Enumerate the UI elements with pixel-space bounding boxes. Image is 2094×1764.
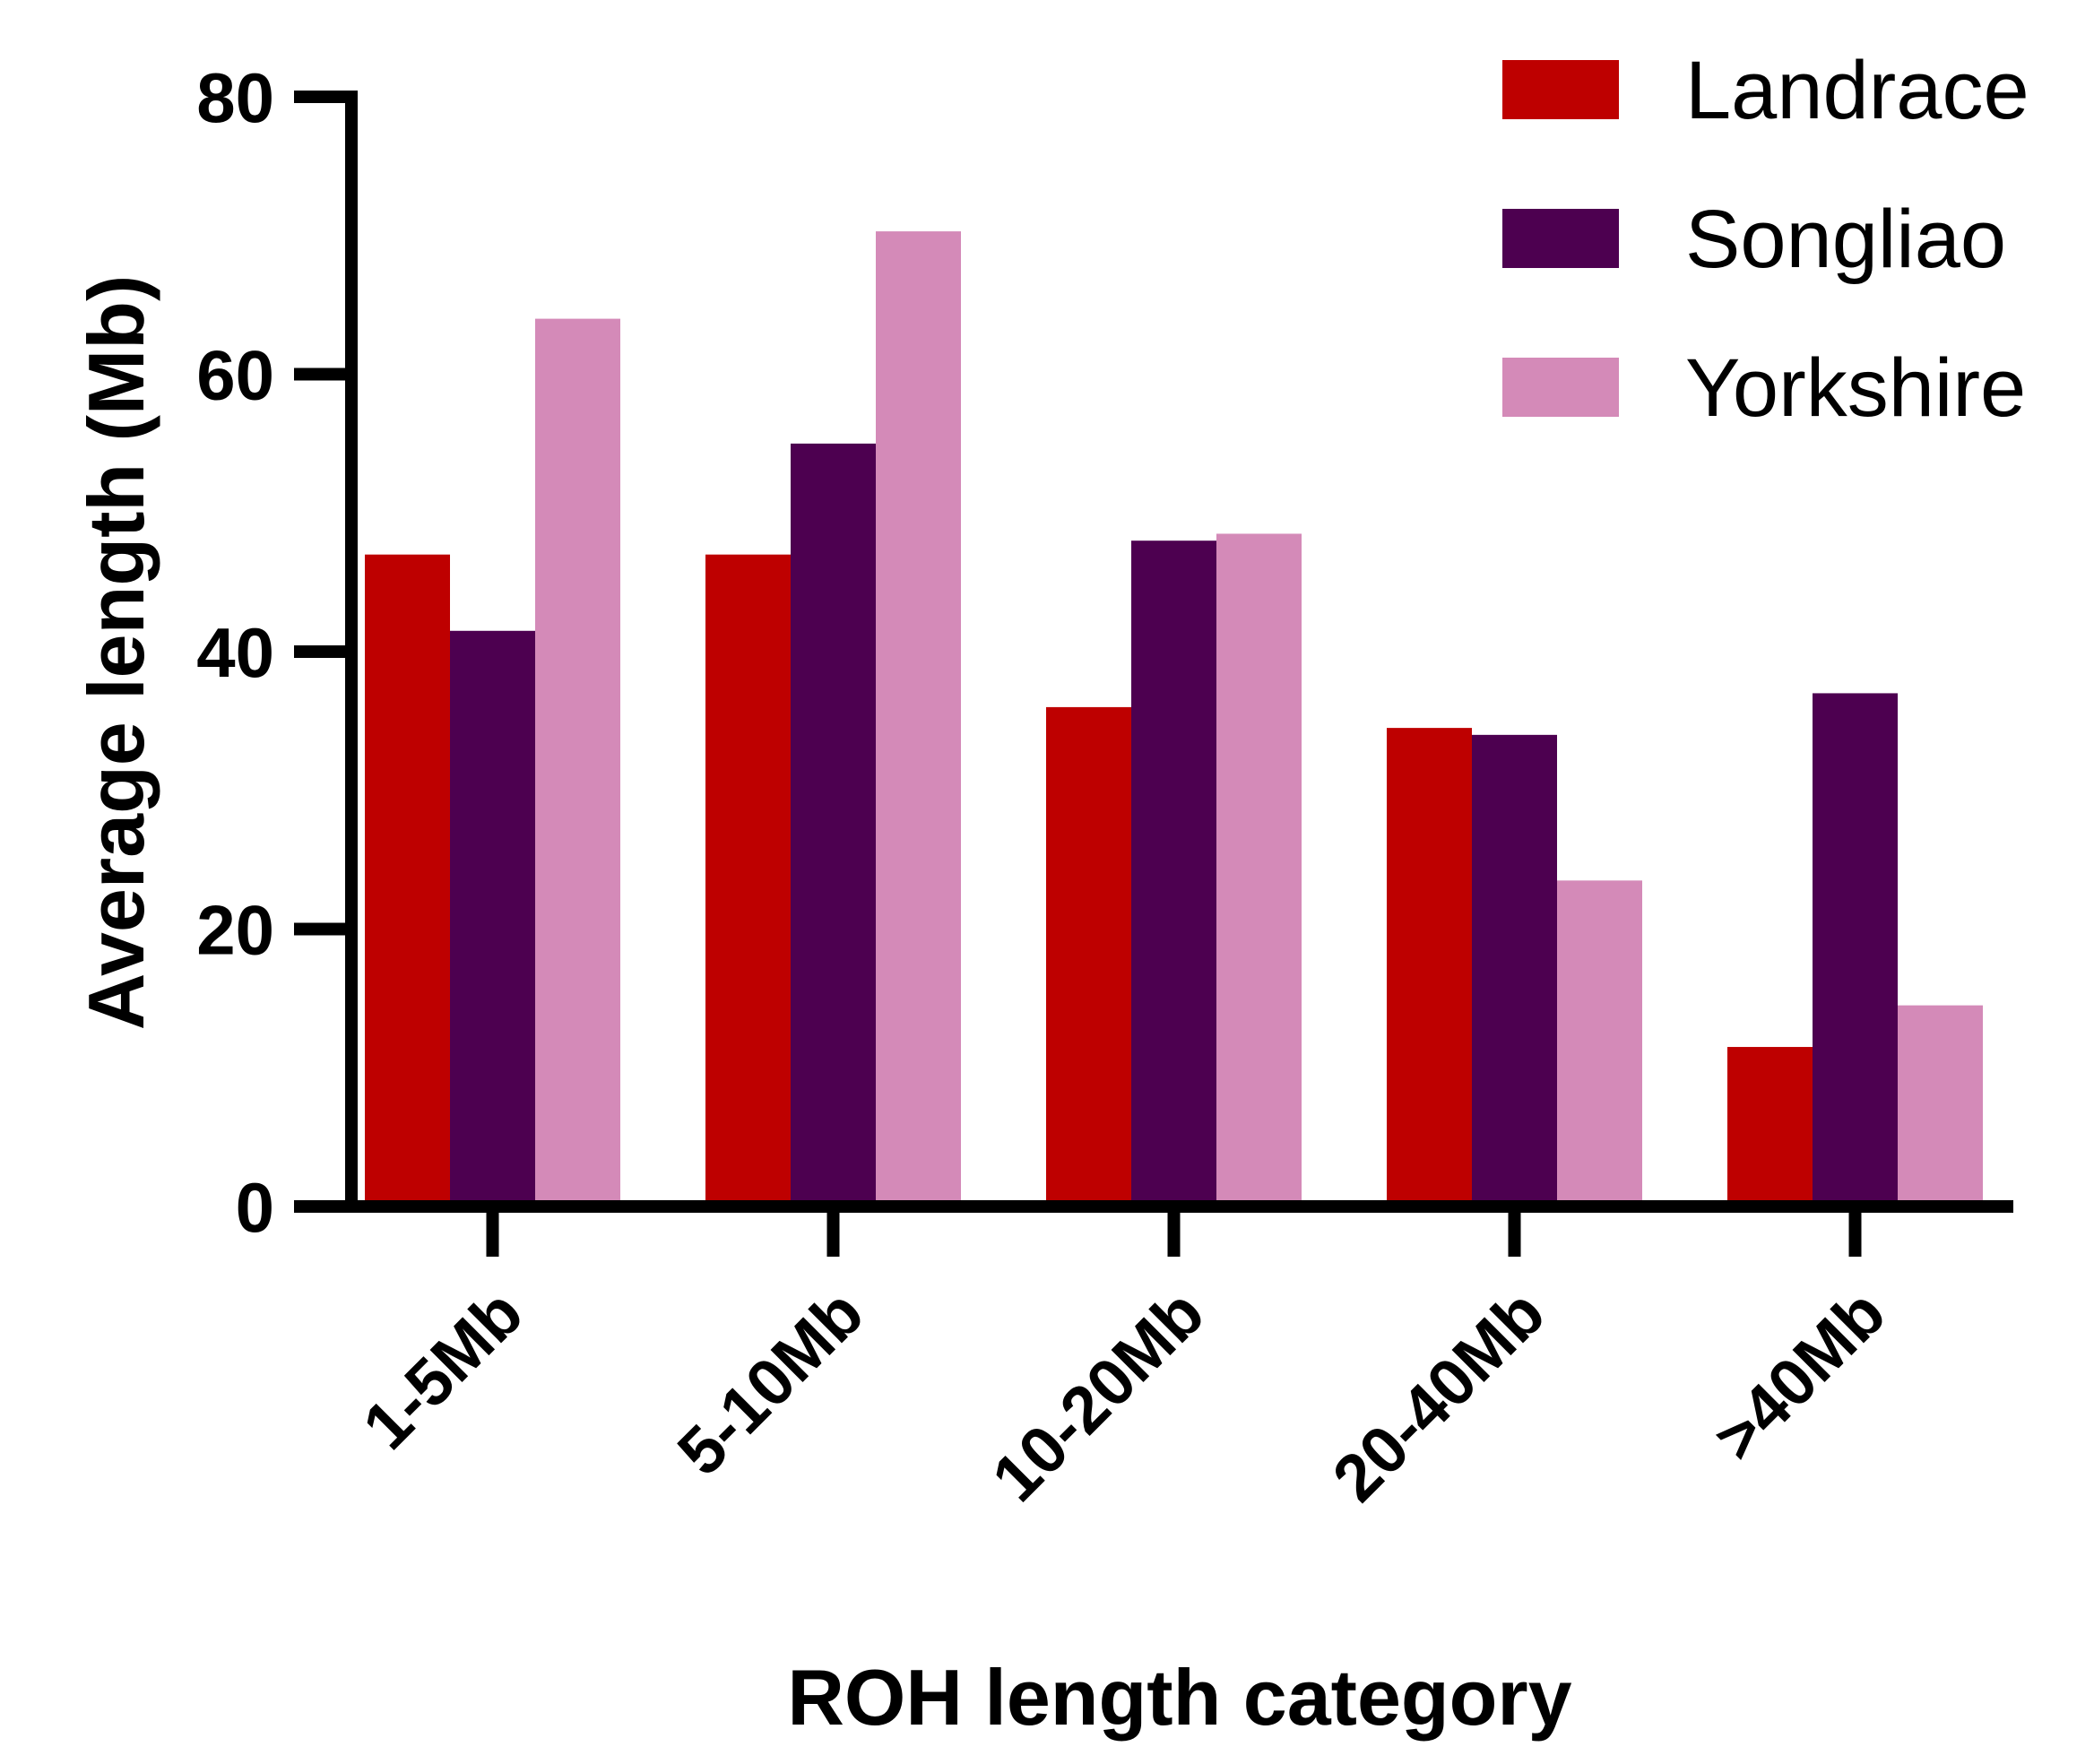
y-tick-label: 80 (196, 58, 274, 137)
legend-label-songliao: Songliao (1685, 194, 2006, 285)
bar-landrace-5 (1727, 1047, 1813, 1206)
x-tick-label: >40Mb (1700, 1275, 1899, 1475)
bars-group (365, 231, 1983, 1207)
bar-songliao-3 (1131, 540, 1216, 1206)
legend-label-yorkshire: Yorkshire (1685, 342, 2026, 434)
y-tick-label: 0 (236, 1168, 274, 1247)
y-tick-label: 40 (196, 613, 274, 692)
x-ticks-group: 1-5Mb 5-10Mb 10-20Mb 20-40Mb >40Mb (349, 1206, 1899, 1516)
x-tick-label: 5-10Mb (663, 1275, 878, 1490)
x-axis-title: ROH length category (787, 1653, 1571, 1742)
bar-songliao-4 (1472, 734, 1557, 1206)
x-tick-label: 1-5Mb (349, 1275, 537, 1464)
bar-songliao-5 (1813, 693, 1898, 1206)
y-axis-title: Average length (Mb) (72, 275, 160, 1031)
legend: Landrace Songliao Yorkshire (1502, 45, 2029, 434)
bar-yorkshire-4 (1557, 880, 1642, 1206)
bar-yorkshire-3 (1216, 533, 1302, 1206)
bar-landrace-4 (1387, 728, 1472, 1206)
bar-landrace-1 (365, 554, 450, 1206)
y-tick-label: 60 (196, 336, 274, 415)
bar-yorkshire-5 (1898, 1005, 1983, 1206)
x-tick-label: 20-40Mb (1319, 1275, 1559, 1516)
legend-swatch-songliao (1502, 209, 1619, 268)
bar-yorkshire-1 (535, 318, 620, 1207)
y-ticks-group: 0 20 40 60 80 (196, 58, 351, 1247)
legend-swatch-landrace (1502, 60, 1619, 119)
legend-label-landrace: Landrace (1685, 45, 2029, 136)
y-tick-label: 20 (196, 891, 274, 970)
legend-swatch-yorkshire (1502, 358, 1619, 417)
bar-landrace-3 (1046, 706, 1131, 1206)
bar-songliao-1 (450, 630, 535, 1206)
x-tick-label: 10-20Mb (978, 1275, 1218, 1516)
bar-landrace-2 (705, 554, 791, 1206)
bar-songliao-2 (791, 443, 876, 1206)
bar-yorkshire-2 (876, 231, 961, 1206)
